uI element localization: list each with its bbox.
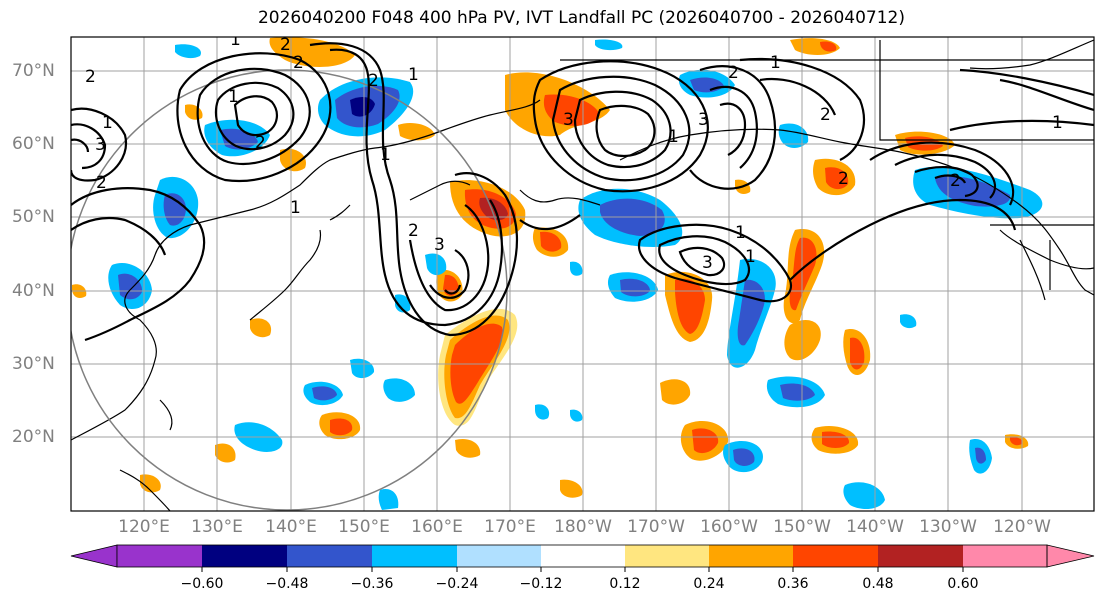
- map-frame: [70, 36, 1095, 512]
- pv-negative-anomalies: [108, 39, 1043, 510]
- colorbar-segment: [709, 545, 793, 567]
- contour-label: 1: [380, 145, 391, 165]
- contour-label: 2: [950, 171, 961, 191]
- contour-label: 1: [102, 113, 113, 133]
- colorbar-segment: [372, 545, 457, 567]
- contour-label: 3: [702, 253, 713, 273]
- colorbar-tick-label: −0.12: [519, 576, 563, 592]
- colorbar-segment: [117, 545, 202, 567]
- contour-label-group: 2 2 1 3 2 2 1 1 2 2 2 3 1 1 1 3 3 1 2 1 …: [85, 30, 1063, 273]
- colorbar-segment: [878, 545, 963, 567]
- contour-label: 1: [770, 53, 781, 73]
- contour-label: 3: [698, 110, 709, 130]
- colorbar-segment: [202, 545, 287, 567]
- contour-label: 3: [95, 135, 106, 155]
- longitude-label: 160°E: [411, 517, 463, 537]
- longitude-label: 170°W: [627, 517, 685, 537]
- colorbar-frame: [116, 544, 1048, 568]
- colorbar-tick-label: 0.12: [609, 576, 641, 592]
- latitude-label: 20°N: [12, 427, 55, 447]
- contour-label: 1: [230, 30, 241, 50]
- colorbar-tick-label: −0.48: [265, 576, 309, 592]
- contour-label: 1: [228, 87, 239, 107]
- contour-label: 3: [434, 235, 445, 255]
- contour-label: 2: [293, 53, 304, 73]
- latitude-label: 50°N: [12, 207, 55, 227]
- colorbar-segment: [457, 545, 541, 567]
- colorbar-segment: [287, 545, 372, 567]
- longitude-label: 150°E: [338, 517, 390, 537]
- contour-label: 2: [408, 221, 419, 241]
- longitude-label: 140°E: [265, 517, 317, 537]
- longitude-label: 140°W: [846, 517, 904, 537]
- contour-label: 1: [735, 223, 746, 243]
- contour-label: 2: [838, 169, 849, 189]
- contour-label: 2: [280, 35, 291, 55]
- colorbar-extend-min: [70, 544, 118, 568]
- graticule: [71, 37, 1094, 511]
- longitude-label: 120°E: [118, 517, 170, 537]
- colorbar-segment: [963, 545, 1047, 567]
- longitude-label: 130°W: [919, 517, 977, 537]
- contour-label: 1: [408, 65, 419, 85]
- contour-label: 2: [255, 133, 266, 153]
- contour-label: 2: [728, 63, 739, 83]
- map-title: 2026040200 F048 400 hPa PV, IVT Landfall…: [257, 8, 905, 28]
- longitude-label: 160°W: [700, 517, 758, 537]
- latitude-label: 30°N: [12, 354, 55, 374]
- colorbar-tick-label: 0.48: [862, 576, 894, 592]
- colorbar-tick-label: −0.60: [180, 576, 224, 592]
- longitude-label: 130°E: [191, 517, 243, 537]
- colorbar-extend-max: [1046, 544, 1095, 568]
- longitude-label: 170°E: [484, 517, 536, 537]
- colorbar-segment: [625, 545, 709, 567]
- colorbar-segment: [541, 545, 625, 567]
- colorbar-ticks: [201, 567, 964, 572]
- colorbar-tick-label: −0.24: [435, 576, 479, 592]
- longitude-label: 180°W: [554, 517, 612, 537]
- colorbar-segment: [793, 545, 878, 567]
- contour-label: 1: [668, 127, 679, 147]
- colorbar-tick-label: 0.60: [947, 576, 979, 592]
- contour-label: 1: [745, 247, 756, 267]
- contour-label: 2: [820, 105, 831, 125]
- latitude-label: 40°N: [12, 281, 55, 301]
- longitude-label: 120°W: [993, 517, 1051, 537]
- colorbar: [70, 544, 1095, 572]
- contour-label: 2: [368, 71, 379, 91]
- latitude-label: 60°N: [12, 134, 55, 154]
- colorbar-tick-label: −0.36: [350, 576, 394, 592]
- colorbar-tick-label: 0.24: [693, 576, 725, 592]
- contour-label: 3: [563, 110, 574, 130]
- ivt-contours: [71, 42, 1094, 342]
- colorbar-tick-label: 0.36: [777, 576, 809, 592]
- contour-label: 1: [290, 198, 301, 218]
- contour-label: 1: [1052, 113, 1063, 133]
- contour-label: 2: [85, 67, 96, 87]
- latitude-label: 70°N: [12, 61, 55, 81]
- longitude-label: 150°W: [773, 517, 831, 537]
- coastlines: [71, 39, 1094, 511]
- contour-label: 2: [96, 173, 107, 193]
